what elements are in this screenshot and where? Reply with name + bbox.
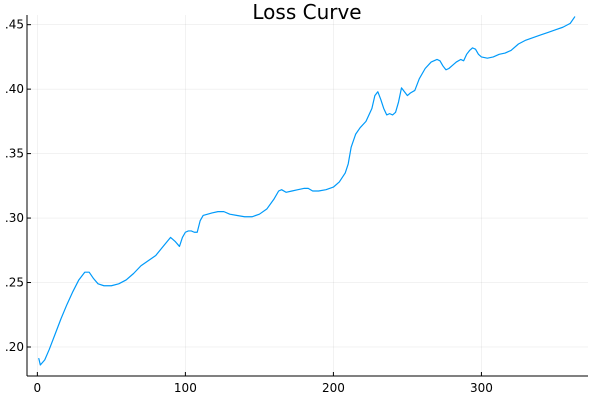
series-group [38,16,576,366]
x-tick-label: 300 [470,381,493,395]
grid-lines [27,15,588,376]
x-tick-label: 200 [322,381,345,395]
chart-title: Loss Curve [252,0,361,24]
y-tick-label: .20 [5,340,24,354]
y-tick-label: .25 [5,276,24,290]
y-tick-label: .30 [5,211,24,225]
y-tick-label: .40 [5,82,24,96]
loss-series-line [38,16,576,366]
y-ticks: .20 .25 .30 .35 .40 .45 [5,18,31,354]
y-tick-label: .45 [5,18,24,32]
y-tick-label: .35 [5,147,24,161]
axes [26,15,588,377]
x-ticks: 0 100 200 300 [34,372,493,395]
x-tick-label: 0 [34,381,42,395]
x-tick-label: 100 [174,381,197,395]
